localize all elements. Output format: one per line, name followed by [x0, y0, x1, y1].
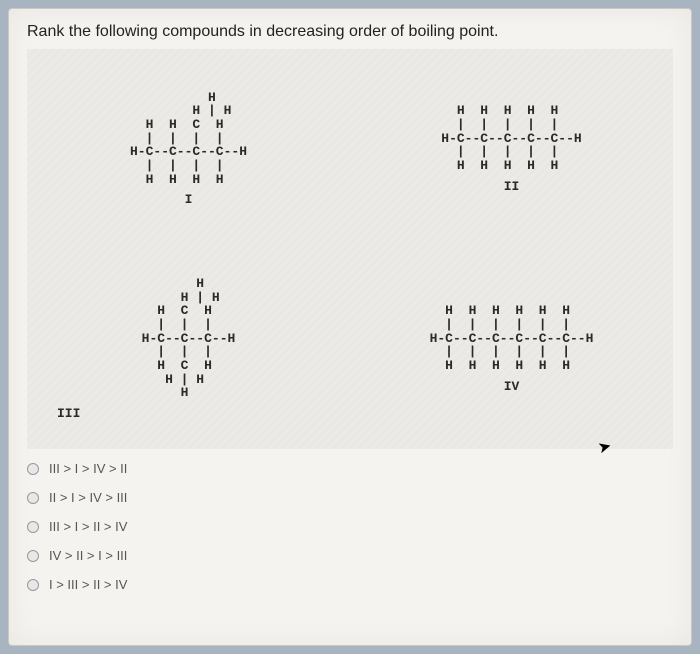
option-row[interactable]: III > I > II > IV — [27, 519, 673, 534]
structure-III: H H | H H C H | | | H-C--C--C--H | | | H… — [27, 249, 350, 449]
option-row[interactable]: IV > II > I > III — [27, 548, 673, 563]
label-IV: IV — [504, 379, 520, 394]
option-label: III > I > IV > II — [49, 461, 127, 476]
molecule-III: H H | H H C H | | | H-C--C--C--H | | | H… — [126, 277, 251, 400]
radio-icon[interactable] — [27, 579, 39, 591]
radio-icon[interactable] — [27, 492, 39, 504]
molecule-IV: H H H H H H | | | | | | H-C--C--C--C--C-… — [430, 304, 594, 372]
option-row[interactable]: I > III > II > IV — [27, 577, 673, 592]
option-row[interactable]: III > I > IV > II — [27, 461, 673, 476]
question-text: Rank the following compounds in decreasi… — [27, 23, 673, 41]
radio-icon[interactable] — [27, 463, 39, 475]
structure-II: H H H H H | | | | | H-C--C--C--C--C--H |… — [350, 49, 673, 249]
radio-icon[interactable] — [27, 550, 39, 562]
option-label: IV > II > I > III — [49, 548, 127, 563]
structures-area: H H | H H H C H | | | | H-C--C--C--C--H … — [27, 49, 673, 449]
option-label: II > I > IV > III — [49, 490, 127, 505]
structure-I: H H | H H H C H | | | | H-C--C--C--C--H … — [27, 49, 350, 249]
option-label: III > I > II > IV — [49, 519, 127, 534]
label-II: II — [504, 179, 520, 194]
structure-IV: H H H H H H | | | | | | H-C--C--C--C--C-… — [350, 249, 673, 449]
option-row[interactable]: II > I > IV > III — [27, 490, 673, 505]
option-label: I > III > II > IV — [49, 577, 127, 592]
answer-options: III > I > IV > II II > I > IV > III III … — [27, 461, 673, 592]
label-I: I — [185, 192, 193, 207]
structures-grid: H H | H H H C H | | | | H-C--C--C--C--H … — [27, 49, 673, 449]
radio-icon[interactable] — [27, 521, 39, 533]
molecule-II: H H H H H | | | | | H-C--C--C--C--C--H |… — [441, 104, 581, 172]
label-III: III — [57, 406, 80, 421]
molecule-I: H H | H H H C H | | | | H-C--C--C--C--H … — [130, 91, 247, 186]
question-panel: Rank the following compounds in decreasi… — [8, 8, 692, 646]
